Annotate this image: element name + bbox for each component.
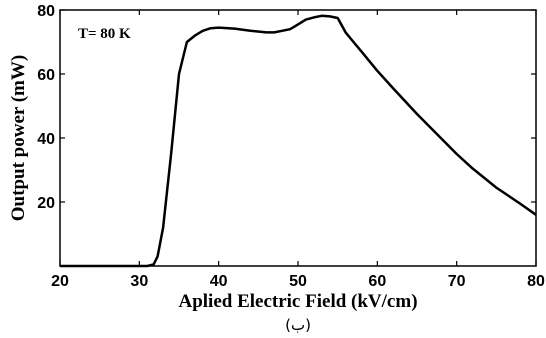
y-tick-label: 20 — [37, 195, 55, 212]
y-tick-label: 80 — [37, 3, 55, 20]
series-line — [60, 14, 537, 268]
x-axis-title: Aplied Electric Field (kV/cm) — [178, 291, 417, 312]
x-tick-label: 70 — [448, 273, 466, 290]
x-tick-label: 20 — [51, 273, 69, 290]
figure-caption: (ب) — [285, 316, 311, 334]
y-tick-label: 40 — [37, 131, 55, 148]
x-tick-label: 40 — [210, 273, 228, 290]
tick-group — [59, 9, 537, 266]
tick-label-group: 20 30 40 50 60 70 80 20 40 60 80 — [37, 3, 545, 290]
y-axis-title: Output power (mW) — [8, 55, 29, 221]
plot-area — [59, 9, 537, 267]
x-tick-label: 60 — [368, 273, 386, 290]
x-tick-label: 30 — [130, 273, 148, 290]
y-tick-label: 60 — [37, 67, 55, 84]
x-tick-label: 50 — [289, 273, 307, 290]
x-tick-label: 80 — [527, 273, 545, 290]
temperature-annotation: T= 80 K — [78, 26, 131, 42]
